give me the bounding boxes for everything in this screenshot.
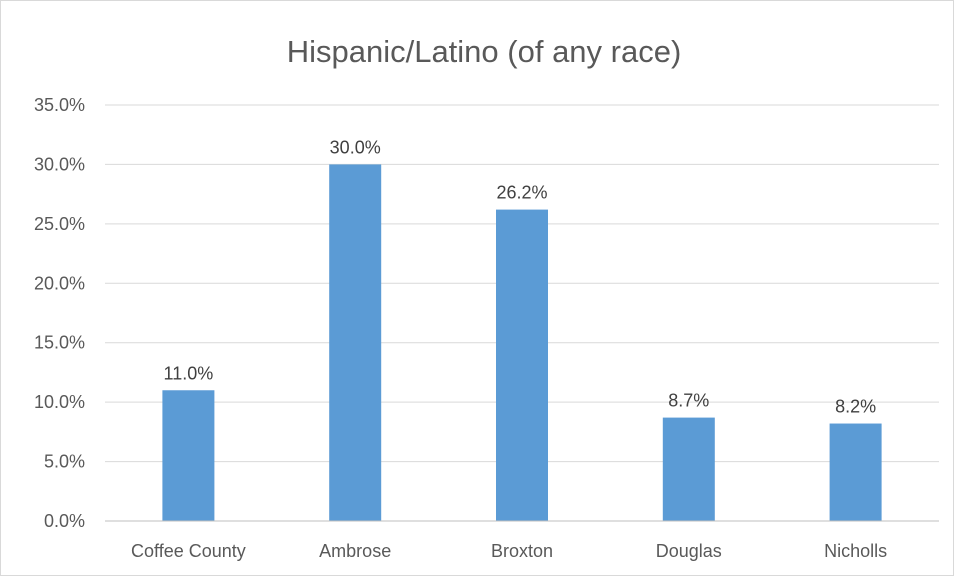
data-label: 8.2% xyxy=(835,397,876,417)
y-axis-ticks: 0.0% 5.0% 10.0% 15.0% 20.0% 25.0% 30.0% 35.0% xyxy=(34,95,85,531)
x-tick-label: Nicholls xyxy=(824,541,887,561)
x-tick-label: Coffee County xyxy=(131,541,246,561)
data-labels: 11.0% 30.0% 26.2% 8.7% 8.2% xyxy=(164,137,877,416)
y-tick-label: 15.0% xyxy=(34,333,85,353)
y-tick-label: 25.0% xyxy=(34,214,85,234)
bar xyxy=(662,417,715,521)
bars xyxy=(162,164,882,521)
y-tick-label: 0.0% xyxy=(44,511,85,531)
data-label: 26.2% xyxy=(496,183,547,203)
bar xyxy=(162,390,215,521)
y-tick-label: 5.0% xyxy=(44,452,85,472)
data-label: 30.0% xyxy=(330,137,381,157)
x-tick-label: Broxton xyxy=(491,541,553,561)
x-tick-label: Ambrose xyxy=(319,541,391,561)
data-label: 11.0% xyxy=(164,363,214,383)
bar xyxy=(829,423,882,521)
x-tick-label: Douglas xyxy=(656,541,722,561)
bar xyxy=(329,164,382,521)
y-tick-label: 30.0% xyxy=(34,154,85,174)
data-label: 8.7% xyxy=(668,391,709,411)
x-axis-ticks: Coffee County Ambrose Broxton Douglas Nichol… xyxy=(131,541,887,561)
y-tick-label: 10.0% xyxy=(34,392,85,412)
y-tick-label: 35.0% xyxy=(34,95,85,115)
chart-title: Hispanic/Latino (of any race) xyxy=(287,34,682,69)
y-tick-label: 20.0% xyxy=(34,273,85,293)
bar xyxy=(496,209,548,521)
